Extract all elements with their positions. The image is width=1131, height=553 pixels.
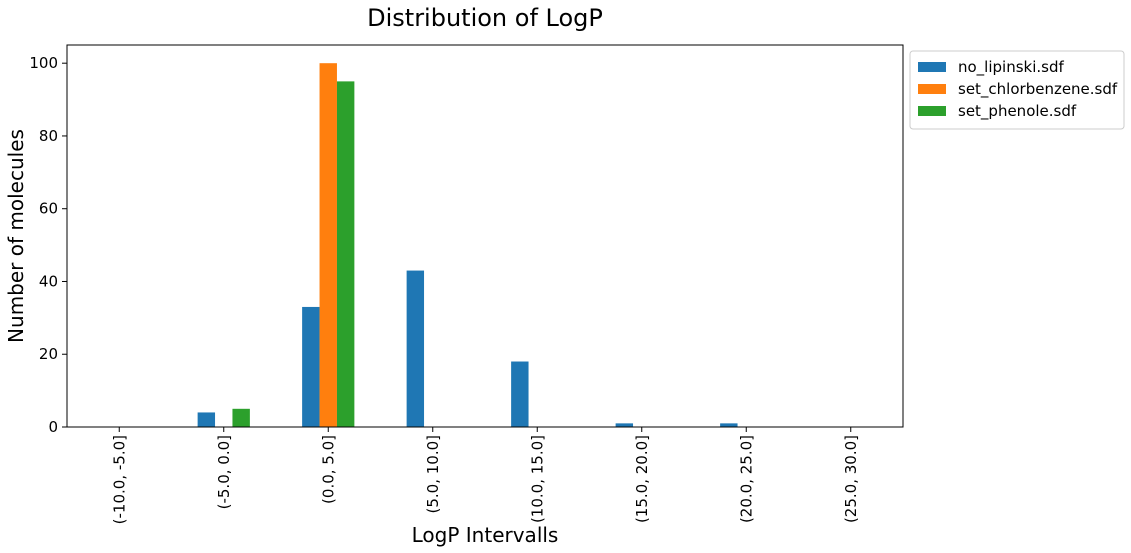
x-tick-label: (-10.0, -5.0] [110,435,128,524]
x-axis: (-10.0, -5.0] (-5.0, 0.0] (0.0, 5.0] (5.0, … [110,427,860,524]
legend-frame [909,50,1125,130]
bar [511,361,529,427]
y-tick-label: 40 [39,272,58,290]
y-axis-title: Number of molecules [4,129,28,343]
y-tick-label: 20 [39,345,58,363]
legend-swatch [918,62,946,72]
y-tick-label: 0 [48,418,58,436]
legend-label: no_lipinski.sdf [958,58,1064,77]
bar [720,423,738,427]
plot-area-frame [66,44,904,428]
legend-label: set_chlorbenzene.sdf [958,80,1118,99]
bar [302,306,320,427]
legend-swatch [918,84,946,94]
x-tick-label: (25.0, 30.0] [842,435,860,523]
legend: no_lipinski.sdf set_chlorbenzene.sdf set_p… [909,50,1125,130]
bar [232,408,250,427]
y-axis: 0 20 40 60 80 100 [29,54,67,436]
bar [615,423,634,427]
bar [197,412,216,427]
x-tick-label: (5.0, 10.0] [424,435,442,514]
legend-label: set_phenole.sdf [958,102,1077,121]
legend-swatch [918,106,946,116]
x-tick-label: (10.0, 15.0] [528,435,546,523]
x-tick-label: (0.0, 5.0] [319,435,337,504]
x-tick-label: (20.0, 25.0] [737,435,755,523]
y-tick-label: 80 [39,127,58,145]
x-tick-label: (15.0, 20.0] [633,435,651,523]
bars-layer [197,63,738,427]
bar [319,63,337,427]
y-tick-label: 60 [39,200,58,218]
x-tick-label: (-5.0, 0.0] [215,435,233,509]
y-tick-label: 100 [29,54,58,72]
bar [406,270,425,427]
bar [336,81,355,427]
chart-title: Distribution of LogP [367,4,603,32]
x-axis-title: LogP Intervalls [412,523,559,547]
